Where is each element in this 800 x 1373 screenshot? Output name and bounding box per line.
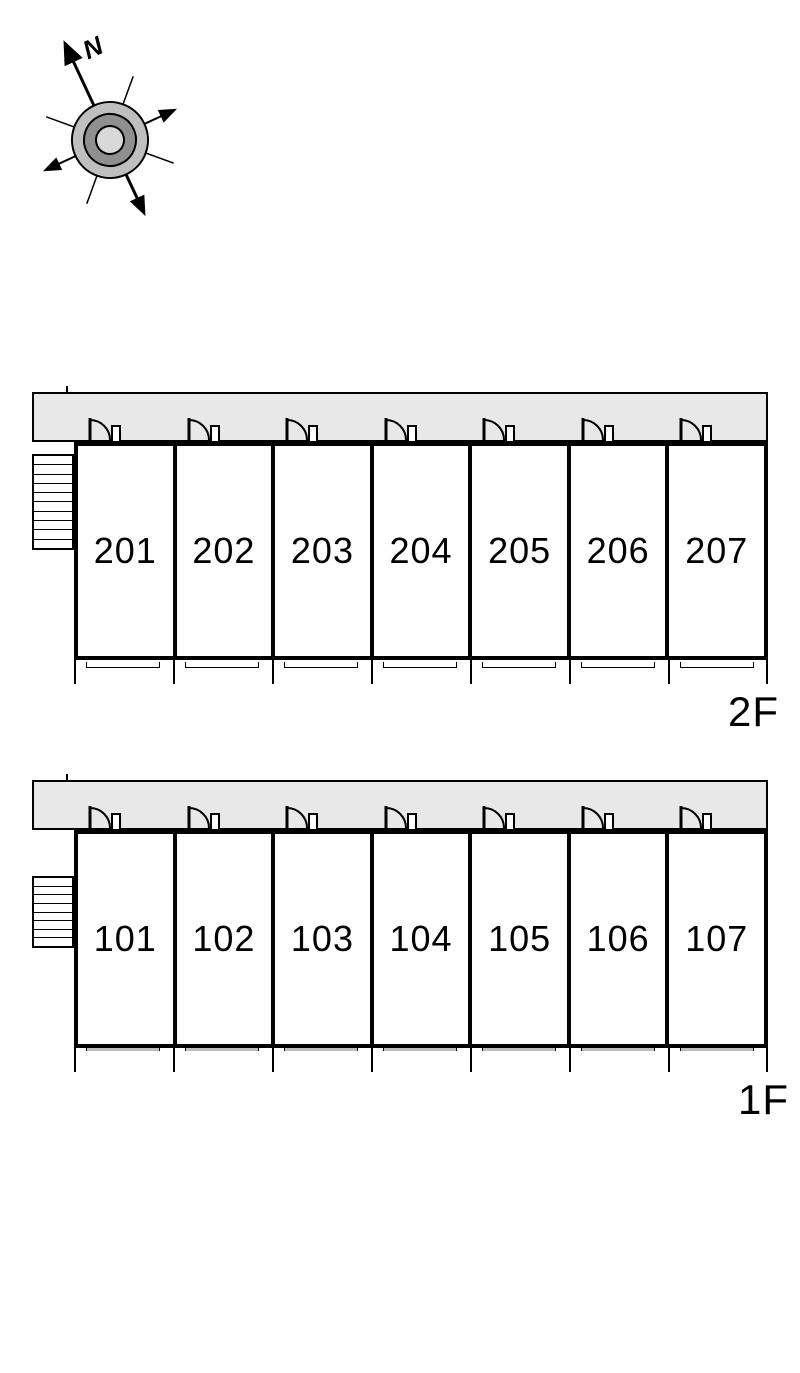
unit-label: 201 [94, 530, 157, 572]
unit-104: 104 [374, 834, 473, 1044]
svg-text:N: N [78, 30, 109, 66]
compass-icon: N [20, 15, 200, 225]
unit-label: 207 [685, 530, 748, 572]
unit-label: 206 [587, 530, 650, 572]
unit-205: 205 [472, 446, 571, 656]
unit-102: 102 [177, 834, 276, 1044]
stairs-2f [32, 454, 74, 550]
unit-label: 203 [291, 530, 354, 572]
unit-206: 206 [571, 446, 670, 656]
unit-label: 204 [389, 530, 452, 572]
corridor-2f [32, 392, 768, 442]
unit-101: 101 [78, 834, 177, 1044]
corridor-1f [32, 780, 768, 830]
unit-105: 105 [472, 834, 571, 1044]
unit-label: 105 [488, 918, 551, 960]
unit-107: 107 [669, 834, 764, 1044]
unit-label: 101 [94, 918, 157, 960]
unit-201: 201 [78, 446, 177, 656]
unit-label: 202 [192, 530, 255, 572]
unit-label: 102 [192, 918, 255, 960]
unit-204: 204 [374, 446, 473, 656]
unit-203: 203 [275, 446, 374, 656]
units-2f: 201 202 203 204 205 206 [74, 442, 768, 660]
stairs-1f [32, 876, 74, 948]
unit-label: 107 [685, 918, 748, 960]
unit-label: 103 [291, 918, 354, 960]
floor-label-2f: 2F [728, 688, 779, 736]
unit-202: 202 [177, 446, 276, 656]
units-1f: 101 102 103 104 105 106 [74, 830, 768, 1048]
floor-label-1f: 1F [738, 1076, 789, 1124]
unit-label: 205 [488, 530, 551, 572]
unit-207: 207 [669, 446, 764, 656]
unit-103: 103 [275, 834, 374, 1044]
unit-106: 106 [571, 834, 670, 1044]
unit-label: 106 [587, 918, 650, 960]
unit-label: 104 [389, 918, 452, 960]
